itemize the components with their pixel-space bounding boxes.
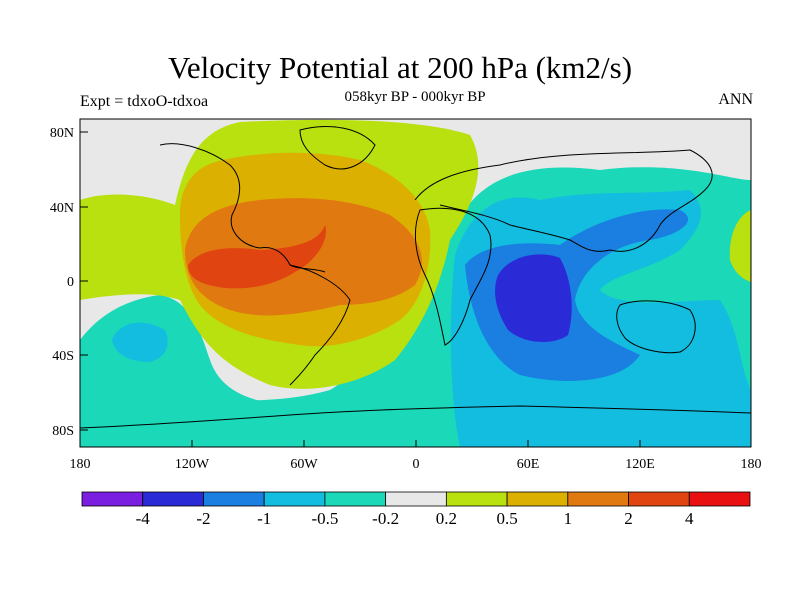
lon-tick-label: 60E (517, 457, 540, 472)
lat-tick-label: 40N (50, 201, 74, 216)
map-title: Velocity Potential at 200 hPa (km2/s) (167, 50, 633, 85)
coast-australia (616, 300, 696, 354)
season-label: ANN (718, 91, 753, 108)
lat-tick-label: 80N (50, 126, 74, 141)
map-panel (79, 118, 752, 448)
lon-tick-label: 0 (413, 457, 420, 472)
colorbar-label: 1 (564, 509, 573, 528)
coast-greenland (299, 125, 376, 170)
colorbar-swatch (263, 491, 326, 507)
lat-tick-label: 40S (52, 349, 74, 364)
colorbar-label: -1 (257, 509, 271, 528)
colorbar-label: 0.5 (496, 509, 517, 528)
colorbar-label: 4 (685, 509, 694, 528)
colorbar-label: -4 (136, 509, 151, 528)
colorbar-swatch (203, 491, 265, 507)
map-subtitle: 058kyr BP - 000kyr BP (344, 89, 486, 105)
lat-tick-label: 80S (52, 424, 74, 439)
contour-band-indian-core (495, 254, 572, 342)
colorbar-label: -2 (196, 509, 210, 528)
lon-axis: 180 120W 60W 0 60E 120E 180 (70, 440, 762, 472)
coast-africa (415, 207, 492, 346)
lon-tick-label: 120W (175, 457, 210, 472)
colorbar: -4 -2 -1 -0.5 -0.2 0.2 0.5 1 2 4 (81, 491, 751, 528)
colorbar-label: 2 (624, 509, 633, 528)
lon-tick-label: 60W (290, 457, 318, 472)
contour-band-atlantic-core (188, 225, 326, 289)
contour-field (80, 119, 751, 447)
colorbar-swatch (142, 491, 204, 507)
coast-south-america (289, 264, 351, 386)
coast-eurasia (414, 149, 713, 252)
colorbar-swatch (81, 491, 144, 507)
colorbar-swatch (385, 491, 447, 507)
colorbar-label: -0.5 (311, 509, 338, 528)
contour-band-east-pacific (729, 210, 751, 282)
colorbar-swatch (324, 491, 387, 507)
colorbar-label: 0.2 (436, 509, 457, 528)
lon-tick-label: 180 (741, 457, 762, 472)
coastlines (80, 125, 751, 429)
contour-band-south-pacific-cyan (112, 322, 168, 362)
colorbar-swatch (567, 491, 629, 507)
lat-tick-label: 0 (67, 275, 74, 290)
colorbar-swatch (506, 491, 569, 507)
coast-antarctica (80, 405, 751, 429)
experiment-label: Expt = tdxoO-tdxoa (80, 93, 209, 110)
colorbar-swatch (628, 491, 690, 507)
colorbar-swatch (445, 491, 508, 507)
contour-band-indian-ocean (465, 209, 689, 381)
lat-axis: 80N 40N 0 40S 80S (50, 126, 88, 439)
lon-tick-label: 120E (625, 457, 655, 472)
colorbar-swatch (688, 491, 751, 507)
lon-tick-label: 180 (70, 457, 91, 472)
colorbar-label: -0.2 (372, 509, 399, 528)
